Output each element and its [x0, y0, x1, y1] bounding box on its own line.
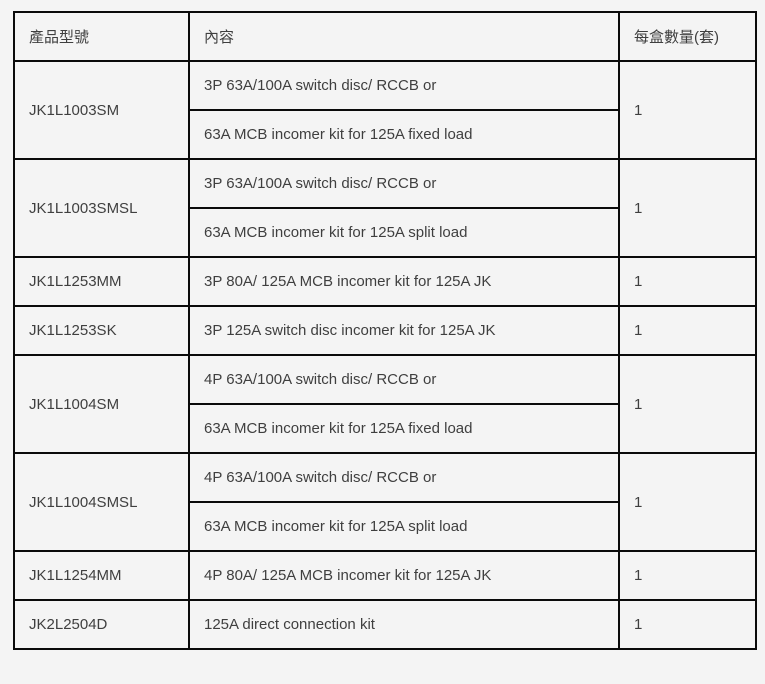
content-cell: 63A MCB incomer kit for 125A split load: [188, 207, 620, 258]
model-cell: JK1L1003SM: [13, 60, 190, 160]
table-subrow: 63A MCB incomer kit for 125A fixed load: [14, 109, 756, 160]
product-table: 產品型號 內容 每盒數量(套) JK1L1003SM 3P 63A/100A sw…: [13, 11, 757, 650]
content-cell: 125A direct connection kit: [188, 599, 620, 650]
model-cell: JK1L1003SMSL: [13, 158, 190, 258]
qty-cell: 1: [618, 354, 757, 454]
table-subrow: 63A MCB incomer kit for 125A split load: [14, 207, 756, 258]
col-header-model: 產品型號: [13, 11, 190, 62]
table-row: JK2L2504D 125A direct connection kit 1: [13, 599, 757, 650]
content-cell: 4P 63A/100A switch disc/ RCCB or: [188, 452, 620, 503]
qty-cell: 1: [618, 599, 757, 650]
content-cell: 63A MCB incomer kit for 125A fixed load: [188, 109, 620, 160]
table-row: JK1L1003SM 3P 63A/100A switch disc/ RCCB …: [13, 60, 757, 160]
content-cell: 4P 80A/ 125A MCB incomer kit for 125A JK: [188, 550, 620, 601]
table-row: JK1L1253SK 3P 125A switch disc incomer ki…: [13, 305, 757, 356]
table-subrow: 63A MCB incomer kit for 125A split load: [14, 501, 756, 552]
table-row: JK1L1253MM 3P 80A/ 125A MCB incomer kit f…: [13, 256, 757, 307]
qty-cell: 1: [618, 550, 757, 601]
model-cell: JK1L1253SK: [13, 305, 190, 356]
table-row: JK1L1003SMSL 3P 63A/100A switch disc/ RCC…: [13, 158, 757, 258]
content-cell: 3P 63A/100A switch disc/ RCCB or: [188, 60, 620, 111]
content-cell: 63A MCB incomer kit for 125A fixed load: [188, 403, 620, 454]
qty-cell: 1: [618, 256, 757, 307]
content-cell: 3P 63A/100A switch disc/ RCCB or: [188, 158, 620, 209]
model-cell: JK2L2504D: [13, 599, 190, 650]
col-header-content: 內容: [188, 11, 620, 62]
content-cell: 3P 125A switch disc incomer kit for 125A…: [188, 305, 620, 356]
table-row: JK1L1004SM 4P 63A/100A switch disc/ RCCB …: [13, 354, 757, 454]
model-cell: JK1L1254MM: [13, 550, 190, 601]
qty-cell: 1: [618, 158, 757, 258]
qty-cell: 1: [618, 60, 757, 160]
product-table-header: 產品型號 內容 每盒數量(套): [13, 11, 757, 62]
qty-cell: 1: [618, 305, 757, 356]
model-cell: JK1L1004SMSL: [13, 452, 190, 552]
header-row: 產品型號 內容 每盒數量(套): [13, 11, 757, 62]
table-subrow: 63A MCB incomer kit for 125A fixed load: [14, 403, 756, 454]
content-cell: 3P 80A/ 125A MCB incomer kit for 125A JK: [188, 256, 620, 307]
qty-cell: 1: [618, 452, 757, 552]
content-cell: 63A MCB incomer kit for 125A split load: [188, 501, 620, 552]
model-cell: JK1L1004SM: [13, 354, 190, 454]
model-cell: JK1L1253MM: [13, 256, 190, 307]
table-row: JK1L1254MM 4P 80A/ 125A MCB incomer kit f…: [13, 550, 757, 601]
table-row: JK1L1004SMSL 4P 63A/100A switch disc/ RCC…: [13, 452, 757, 552]
product-table-body: JK1L1003SM 3P 63A/100A switch disc/ RCCB …: [13, 60, 757, 650]
content-cell: 4P 63A/100A switch disc/ RCCB or: [188, 354, 620, 405]
col-header-qty-per-box: 每盒數量(套): [618, 11, 757, 62]
